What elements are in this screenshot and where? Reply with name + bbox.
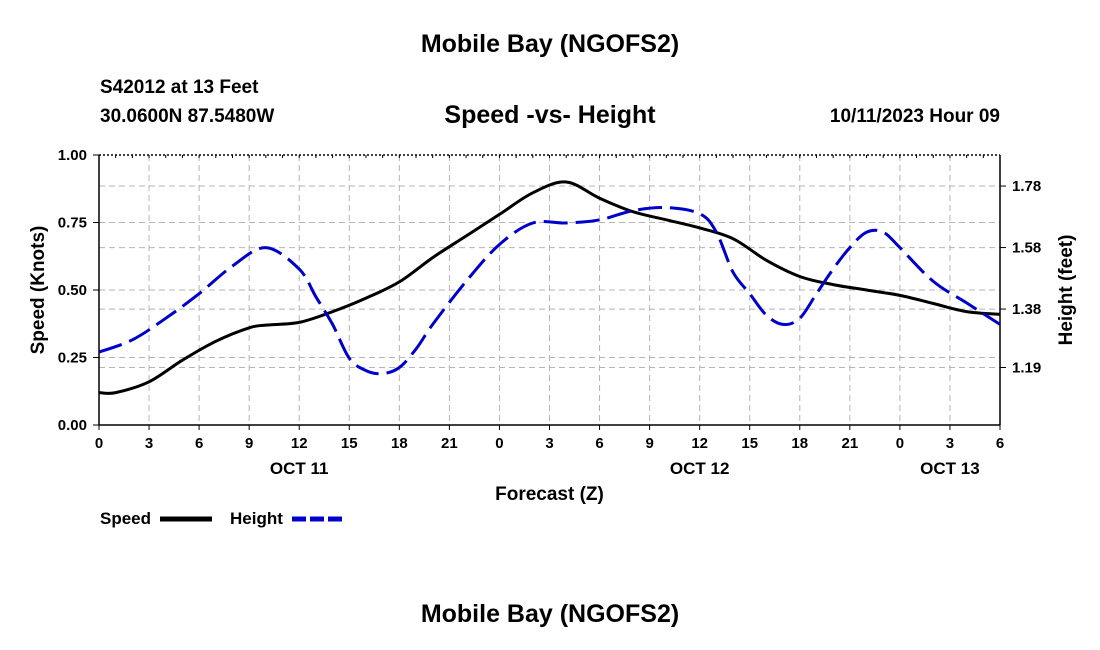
y-tick-label: 0.00 <box>58 417 87 434</box>
x-tick-label: 18 <box>391 435 408 452</box>
y-tick-label: 0.75 <box>58 215 87 232</box>
x-axis-title: Forecast (Z) <box>495 484 604 505</box>
y-tick-label: 1.00 <box>58 147 87 164</box>
x-tick-label: 3 <box>145 435 153 452</box>
y2-tick-label: 1.19 <box>1012 359 1041 376</box>
x-tick-label: 3 <box>946 435 954 452</box>
x-tick-label: 18 <box>791 435 808 452</box>
x-tick-label: 21 <box>841 435 858 452</box>
x-tick-label: 0 <box>95 435 103 452</box>
legend-height-label: Height <box>230 509 283 528</box>
x-tick-label: 3 <box>545 435 553 452</box>
x-day-label: OCT 13 <box>920 459 980 478</box>
x-tick-label: 6 <box>195 435 203 452</box>
y2-axis-title: Height (feet) <box>1056 235 1077 346</box>
station-label: S42012 at 13 Feet <box>100 77 259 98</box>
forecast-datetime: 10/11/2023 Hour 09 <box>829 106 1000 127</box>
x-tick-label: 15 <box>741 435 758 452</box>
y2-tick-label: 1.38 <box>1012 301 1041 318</box>
y-tick-label: 0.25 <box>58 350 87 367</box>
x-tick-label: 21 <box>441 435 458 452</box>
series-line-speed <box>99 180 1000 395</box>
x-tick-label: 12 <box>691 435 708 452</box>
footer-title: Mobile Bay (NGOFS2) <box>420 600 680 628</box>
x-tick-label: 9 <box>645 435 653 452</box>
x-tick-label: 6 <box>996 435 1004 452</box>
x-day-label: OCT 11 <box>270 459 329 478</box>
y2-tick-label: 1.78 <box>1012 178 1041 195</box>
station-coordinates: 30.0600N 87.5480W <box>100 106 275 127</box>
series-line-height <box>99 206 1000 376</box>
x-tick-label: 15 <box>341 435 358 452</box>
x-tick-label: 6 <box>595 435 603 452</box>
x-tick-label: 9 <box>245 435 253 452</box>
y-axis-title: Speed (Knots) <box>28 226 49 355</box>
x-tick-label: 0 <box>896 435 904 452</box>
y-tick-label: 0.50 <box>58 282 87 299</box>
chart-title: Mobile Bay (NGOFS2) <box>420 30 680 58</box>
x-tick-label: 0 <box>495 435 503 452</box>
x-tick-label: 12 <box>291 435 308 452</box>
legend-swatches <box>160 516 342 522</box>
x-day-label: OCT 12 <box>670 459 730 478</box>
legend-speed-label: Speed <box>100 509 152 528</box>
y2-tick-label: 1.58 <box>1012 240 1041 257</box>
chart-subtitle: Speed -vs- Height <box>444 101 656 129</box>
